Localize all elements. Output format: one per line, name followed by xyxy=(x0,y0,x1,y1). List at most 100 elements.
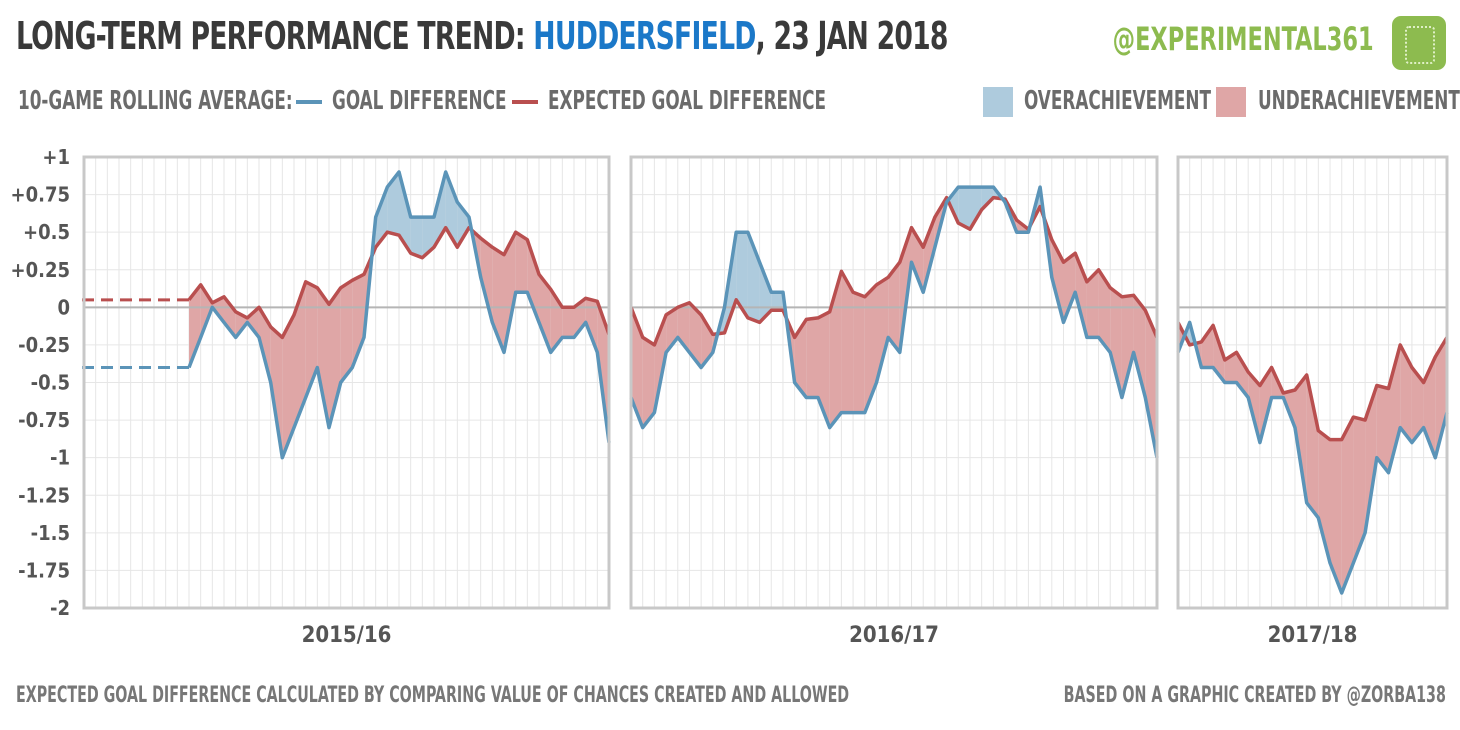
underachievement-area xyxy=(317,287,329,428)
team-name: HUDDERSFIELD xyxy=(533,14,756,58)
y-tick-label: 0 xyxy=(57,295,70,319)
underachievement-area xyxy=(1133,295,1146,398)
underachievement-area xyxy=(631,307,643,428)
underachievement-area xyxy=(1201,325,1214,368)
legend-under-swatch xyxy=(1216,87,1246,117)
y-tick-label: -1.75 xyxy=(18,558,70,582)
overachievement-area xyxy=(434,172,446,248)
panel-frame xyxy=(1176,155,1449,610)
overachievement-area xyxy=(387,172,399,236)
underachievement-area xyxy=(1063,253,1076,323)
twitter-handle: @EXPERIMENTAL361 xyxy=(1113,20,1374,58)
underachievement-area xyxy=(923,217,935,293)
underachievement-area xyxy=(1318,430,1330,563)
gd-series-line xyxy=(629,185,1159,459)
legend-xgd-line-icon xyxy=(512,100,538,104)
underachievement-area xyxy=(876,277,889,383)
underachievement-area xyxy=(527,239,539,323)
season-label: 2015/16 xyxy=(302,623,392,648)
overachievement-area xyxy=(375,187,388,248)
overachievement-area xyxy=(399,172,411,254)
underachievement-area xyxy=(1376,385,1389,473)
y-tick-label: -0.75 xyxy=(18,408,70,432)
underachievement-area xyxy=(1411,367,1424,443)
y-tick-label: -0.25 xyxy=(18,333,70,357)
underachievement-area xyxy=(539,274,551,353)
underachievement-area xyxy=(259,307,271,383)
underachievement-area xyxy=(282,314,294,458)
underachievement-area xyxy=(562,307,574,338)
legend-over-label: OVERACHIEVEMENT xyxy=(1024,86,1211,116)
underachievement-area xyxy=(247,307,259,338)
underachievement-area xyxy=(1121,295,1134,398)
underachievement-area xyxy=(504,232,516,353)
underachievement-area xyxy=(189,284,201,368)
underachievement-area xyxy=(1051,239,1064,323)
legend-xgd-label: EXPECTED GOAL DIFFERENCE xyxy=(548,86,827,116)
underachievement-area xyxy=(1435,337,1447,458)
underachievement-area xyxy=(1341,417,1354,593)
panel-frame xyxy=(82,155,611,610)
y-tick-label: +0.25 xyxy=(11,258,70,282)
underachievement-area xyxy=(515,232,528,293)
overachievement-area xyxy=(771,292,783,311)
y-tick-label: -1.5 xyxy=(31,521,70,545)
overachievement-area xyxy=(410,217,423,258)
title-prefix: LONG-TERM PERFORMANCE TREND: xyxy=(16,14,534,58)
underachievement-area xyxy=(1259,367,1272,443)
underachievement-area xyxy=(340,280,353,383)
underachievement-area xyxy=(1365,385,1377,533)
season-label: 2017/18 xyxy=(1268,623,1358,648)
gd-series-line xyxy=(1176,320,1449,595)
legend-gd-line-icon xyxy=(296,100,322,104)
underachievement-area xyxy=(200,284,213,338)
footer-note: EXPECTED GOAL DIFFERENCE CALCULATED BY C… xyxy=(16,683,850,708)
y-tick-label: +1 xyxy=(42,145,70,169)
underachievement-area xyxy=(642,337,655,428)
overachievement-area xyxy=(981,187,994,210)
underachievement-area xyxy=(689,302,702,368)
underachievement-area xyxy=(864,284,877,413)
underachievement-area xyxy=(480,238,493,323)
underachievement-area xyxy=(1353,417,1366,563)
overachievement-area xyxy=(958,187,970,230)
legend-prefix: 10-GAME ROLLING AVERAGE: xyxy=(18,86,293,116)
underachievement-area xyxy=(806,317,818,398)
y-tick-label: +0.5 xyxy=(23,220,70,244)
xgd-series-line xyxy=(187,225,611,340)
overachievement-area xyxy=(736,232,748,318)
underachievement-area xyxy=(1388,344,1401,473)
y-tick-label: -0.5 xyxy=(31,371,70,395)
underachievement-area xyxy=(305,281,318,398)
underachievement-area xyxy=(1400,344,1412,443)
title-date: , 23 JAN 2018 xyxy=(755,14,949,58)
panel-frame xyxy=(629,155,1159,610)
y-tick-label: -2 xyxy=(50,596,70,620)
underachievement-area xyxy=(1145,310,1157,458)
underachievement-area xyxy=(294,281,306,428)
season-label: 2016/17 xyxy=(849,623,939,648)
chart-title: LONG-TERM PERFORMANCE TREND: HUDDERSFIEL… xyxy=(16,14,948,58)
legend-over-swatch xyxy=(983,87,1013,117)
underachievement-area xyxy=(585,298,598,353)
underachievement-area xyxy=(829,271,842,428)
gd-series-line xyxy=(187,170,611,460)
underachievement-area xyxy=(1075,253,1087,338)
xgd-series-line xyxy=(1176,321,1449,442)
underachievement-area xyxy=(1110,287,1122,398)
underachievement-area xyxy=(794,319,807,398)
legend-gd-label: GOAL DIFFERENCE xyxy=(332,86,507,116)
underachievement-area xyxy=(1086,269,1099,338)
underachievement-area xyxy=(1330,439,1342,593)
pitch-logo-icon xyxy=(1392,16,1446,70)
underachievement-area xyxy=(1098,269,1111,353)
underachievement-area xyxy=(853,292,865,413)
underachievement-area xyxy=(1213,325,1225,383)
overachievement-area xyxy=(445,172,458,248)
y-tick-label: +0.75 xyxy=(11,183,70,207)
underachievement-area xyxy=(1295,375,1307,503)
y-tick-label: -1 xyxy=(50,446,70,470)
underachievement-area xyxy=(818,311,830,428)
y-tick-label: -1.25 xyxy=(18,483,70,507)
